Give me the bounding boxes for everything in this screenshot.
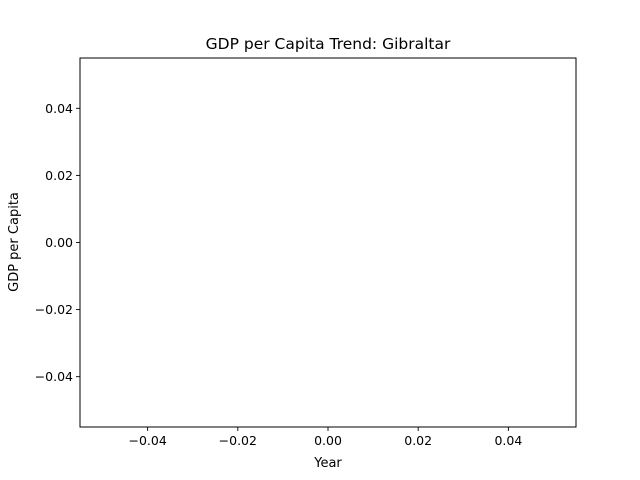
y-axis-label: GDP per Capita [7, 192, 22, 292]
x-axis-ticks: −0.04 −0.02 0.00 0.02 0.04 [128, 427, 522, 448]
y-tick-label: 0.00 [45, 235, 73, 250]
x-tick-label: 0.02 [404, 433, 432, 448]
y-tick-label: −0.04 [35, 369, 73, 384]
plot-frame [79, 57, 577, 428]
plot-area [80, 58, 576, 427]
x-tick-label: 0.00 [314, 433, 342, 448]
y-tick-label: 0.04 [45, 101, 73, 116]
y-axis-ticks: −0.04 −0.02 0.00 0.02 0.04 [35, 101, 80, 384]
x-tick-label: −0.02 [219, 433, 257, 448]
x-tick-label: −0.04 [128, 433, 166, 448]
y-tick-label: 0.02 [45, 168, 73, 183]
x-axis-label: Year [313, 456, 342, 471]
x-tick-label: 0.04 [494, 433, 522, 448]
y-tick-label: −0.02 [35, 302, 73, 317]
chart-title: GDP per Capita Trend: Gibraltar [206, 35, 451, 53]
